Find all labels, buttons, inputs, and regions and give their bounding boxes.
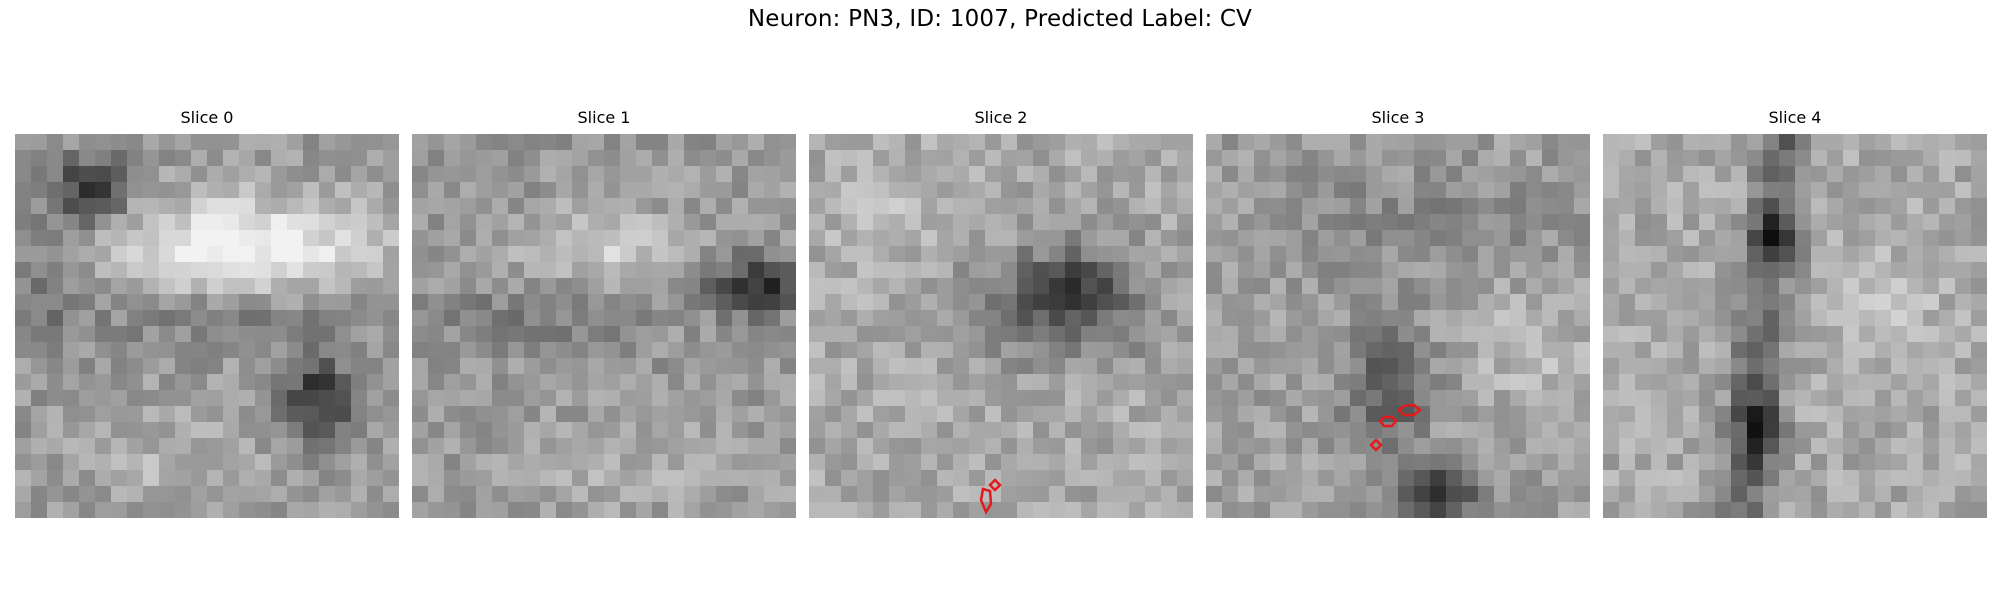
slice-1-image — [412, 134, 796, 518]
slice-3-image — [1206, 134, 1590, 518]
slice-4-overlay — [1603, 134, 1987, 518]
contour-outline — [979, 487, 993, 515]
slice-3-title: Slice 3 — [1371, 108, 1425, 127]
slice-4-image — [1603, 134, 1987, 518]
slice-4-title: Slice 4 — [1768, 108, 1822, 127]
slice-0-title: Slice 0 — [180, 108, 234, 127]
figure-title: Neuron: PN3, ID: 1007, Predicted Label: … — [747, 6, 1253, 32]
slice-0-image — [15, 134, 399, 518]
slice-1-title: Slice 1 — [577, 108, 631, 127]
slice-1-canvas — [412, 134, 796, 518]
slice-3-overlay — [1369, 403, 1422, 452]
slice-2-canvas — [809, 134, 1193, 518]
slice-0-canvas — [15, 134, 399, 518]
slice-2-overlay — [979, 478, 1002, 515]
contour-outline — [1369, 438, 1383, 452]
slice-1-overlay — [412, 134, 796, 518]
slice-3-canvas — [1206, 134, 1590, 518]
slice-4-canvas — [1603, 134, 1987, 518]
slice-2-image — [809, 134, 1193, 518]
contour-outline — [988, 478, 1002, 492]
slice-0-overlay — [15, 134, 399, 518]
slice-2-title: Slice 2 — [974, 108, 1028, 127]
contour-outline — [1397, 403, 1422, 417]
contour-outline — [1378, 415, 1398, 428]
